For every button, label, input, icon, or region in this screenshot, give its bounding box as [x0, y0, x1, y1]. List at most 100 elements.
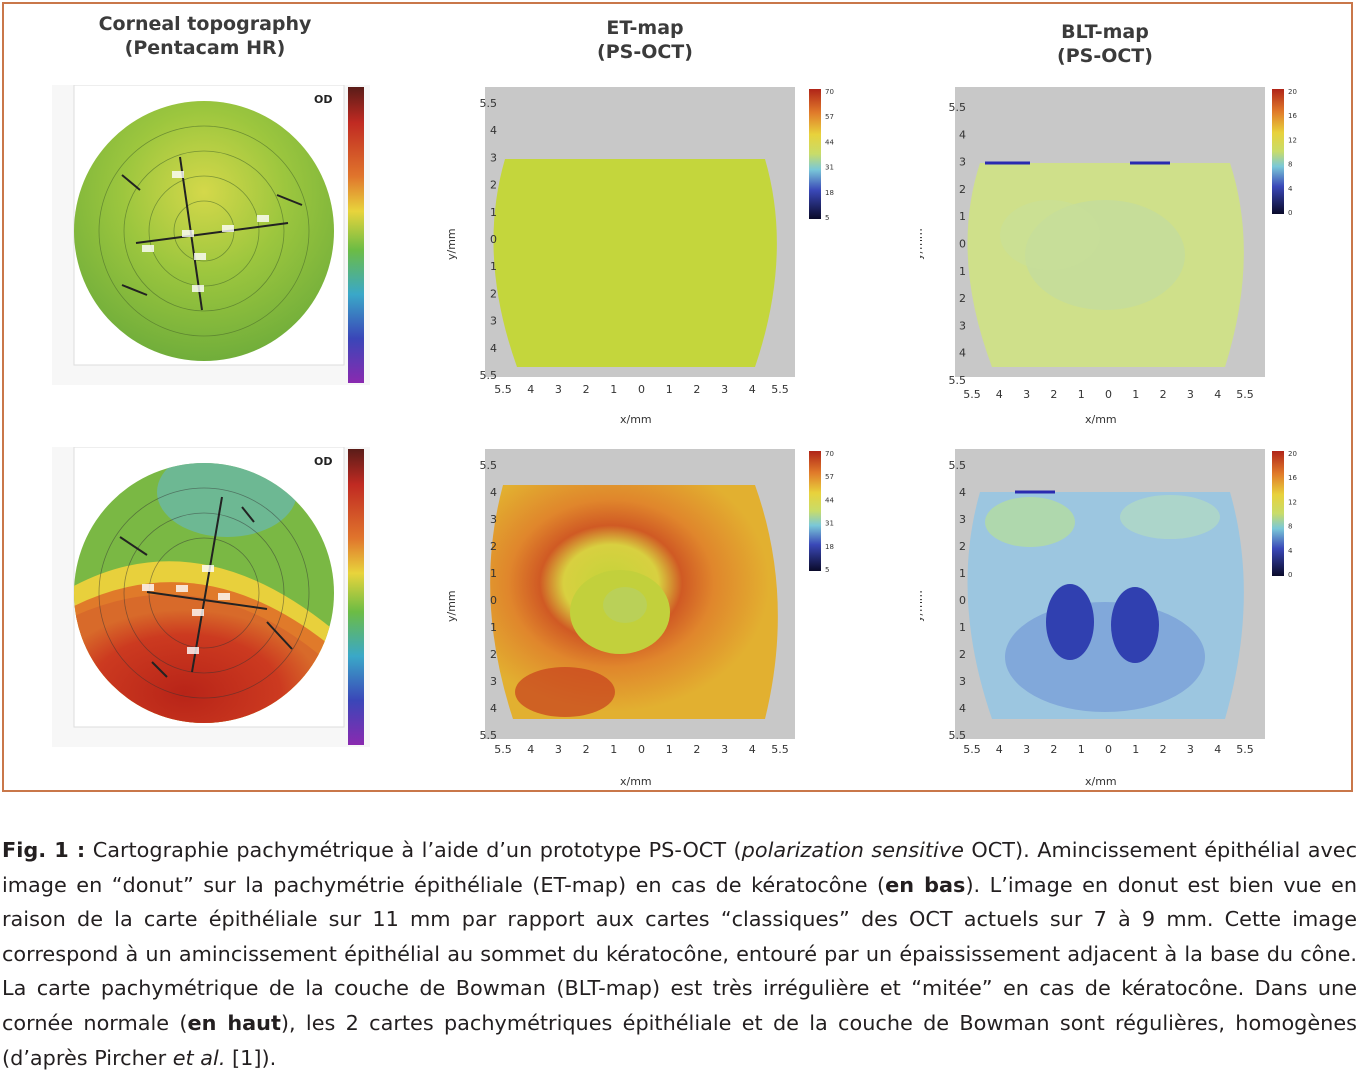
x-tick-label: 4 [749, 743, 756, 756]
x-tick-label: 1 [1078, 388, 1085, 401]
x-tick-label: 4 [996, 388, 1003, 401]
y-tick-label: 5.5 [949, 374, 967, 387]
scale-label: 18 [825, 543, 834, 551]
topography-keratoconus: OD [52, 447, 370, 747]
scale-label: 20 [1288, 88, 1297, 96]
topography-normal: OD [52, 85, 370, 385]
y-tick-label: 4 [959, 702, 966, 715]
eye-label: OD [314, 455, 332, 468]
scale-label: 12 [1288, 498, 1297, 506]
y-tick-label: 1 [490, 206, 497, 219]
y-tick-label: 1 [959, 210, 966, 223]
x-tick-label: 2 [693, 743, 700, 756]
y-tick-label: 4 [490, 702, 497, 715]
y-tick-label: 2 [490, 179, 497, 192]
x-axis-label: x/mm [1085, 413, 1117, 426]
x-tick-label: 4 [996, 743, 1003, 756]
y-tick-label: 2 [959, 648, 966, 661]
x-tick-label: 3 [1187, 743, 1194, 756]
y-tick-label: 5.5 [480, 459, 498, 472]
x-tick-label: 4 [527, 743, 534, 756]
x-tick-label: 3 [555, 743, 562, 756]
y-tick-label: 3 [959, 156, 966, 169]
y-tick-label: 1 [490, 621, 497, 634]
scale-label: 57 [825, 113, 834, 121]
x-tick-label: 1 [1132, 388, 1139, 401]
x-tick-label: 4 [749, 383, 756, 396]
scale-label: 0 [1288, 209, 1292, 217]
x-tick-label: 2 [583, 743, 590, 756]
scale-label: 5 [825, 566, 829, 574]
scale-label: 5 [825, 214, 829, 222]
x-tick-label: 1 [610, 383, 617, 396]
scale-label: 16 [1288, 474, 1297, 482]
x-tick-label: 3 [555, 383, 562, 396]
x-axis-label: x/mm [620, 775, 652, 788]
caption-label: Fig. 1 : [2, 838, 86, 862]
x-tick-label: 2 [1160, 388, 1167, 401]
eye-label: OD [314, 93, 332, 106]
x-tick-label: 1 [1132, 743, 1139, 756]
x-tick-label: 4 [1214, 388, 1221, 401]
scale-label: 31 [825, 520, 834, 528]
scale-label: 70 [825, 450, 834, 458]
x-tick-label: 5.5 [963, 388, 981, 401]
x-tick-label: 5.5 [494, 743, 512, 756]
y-tick-label: 1 [490, 567, 497, 580]
x-tick-label: 0 [1105, 743, 1112, 756]
x-tick-label: 1 [666, 743, 673, 756]
y-tick-label: 0 [490, 594, 497, 607]
title-blt-map: BLT-map (PS-OCT) [1057, 21, 1153, 67]
x-tick-label: 0 [638, 383, 645, 396]
et-map-keratoconus: x/mm y/mm 5.5 4 3 2 1 0 1 2 3 4 5.55.54321012345.5… [445, 449, 834, 788]
y-tick-label: 2 [959, 183, 966, 196]
scale-label: 70 [825, 88, 834, 96]
y-tick-label: 4 [959, 128, 966, 141]
x-axis-label: x/mm [620, 413, 652, 426]
y-tick-label: 3 [959, 675, 966, 688]
x-tick-label: 1 [666, 383, 673, 396]
x-tick-label: 3 [1023, 743, 1030, 756]
y-tick-label: 3 [959, 513, 966, 526]
x-tick-label: 2 [693, 383, 700, 396]
blt-map-normal: x/mm y/mm 5.5 4 3 2 1 0 1 2 3 4 5.55.54321012345.5… [920, 87, 1297, 426]
x-axis-label: x/mm [1085, 775, 1117, 788]
blt-map-keratoconus: x/mm y/mm 5.5 4 3 2 1 0 1 2 3 4 5.55.54321012345.5… [920, 449, 1297, 788]
y-tick-label: 3 [490, 675, 497, 688]
x-tick-label: 5.5 [1236, 388, 1254, 401]
x-tick-label: 1 [610, 743, 617, 756]
x-tick-label: 5.5 [1236, 743, 1254, 756]
y-tick-label: 5.5 [480, 729, 498, 742]
scale-label: 16 [1288, 112, 1297, 120]
y-tick-label: 1 [959, 621, 966, 634]
x-tick-label: 2 [1050, 743, 1057, 756]
scale-label: 57 [825, 473, 834, 481]
y-tick-label: 5.5 [480, 97, 498, 110]
y-tick-label: 2 [490, 648, 497, 661]
y-tick-label: 5.5 [480, 369, 498, 382]
x-tick-label: 3 [1023, 388, 1030, 401]
y-axis-label: y/mm [920, 228, 925, 260]
y-axis-label: y/mm [445, 228, 458, 260]
y-tick-label: 0 [959, 594, 966, 607]
x-tick-label: 5.5 [963, 743, 981, 756]
x-tick-label: 5.5 [494, 383, 512, 396]
scale-label: 12 [1288, 136, 1297, 144]
y-tick-label: 1 [490, 260, 497, 273]
x-tick-label: 4 [1214, 743, 1221, 756]
y-tick-label: 4 [959, 347, 966, 360]
scale-label: 20 [1288, 450, 1297, 458]
scale-label: 31 [825, 164, 834, 172]
x-tick-label: 1 [1078, 743, 1085, 756]
y-tick-label: 4 [490, 124, 497, 137]
y-tick-label: 5.5 [949, 459, 967, 472]
x-tick-label: 4 [527, 383, 534, 396]
y-tick-label: 2 [959, 292, 966, 305]
scale-label: 8 [1288, 161, 1292, 169]
y-axis-label: y/mm [445, 590, 458, 622]
x-tick-label: 0 [1105, 388, 1112, 401]
scale-label: 18 [825, 189, 834, 197]
y-tick-label: 1 [959, 265, 966, 278]
x-tick-label: 0 [638, 743, 645, 756]
et-map-normal: x/mm y/mm 5.5 4 3 2 1 0 1 2 3 4 5.55.54321012345.5… [445, 87, 834, 426]
